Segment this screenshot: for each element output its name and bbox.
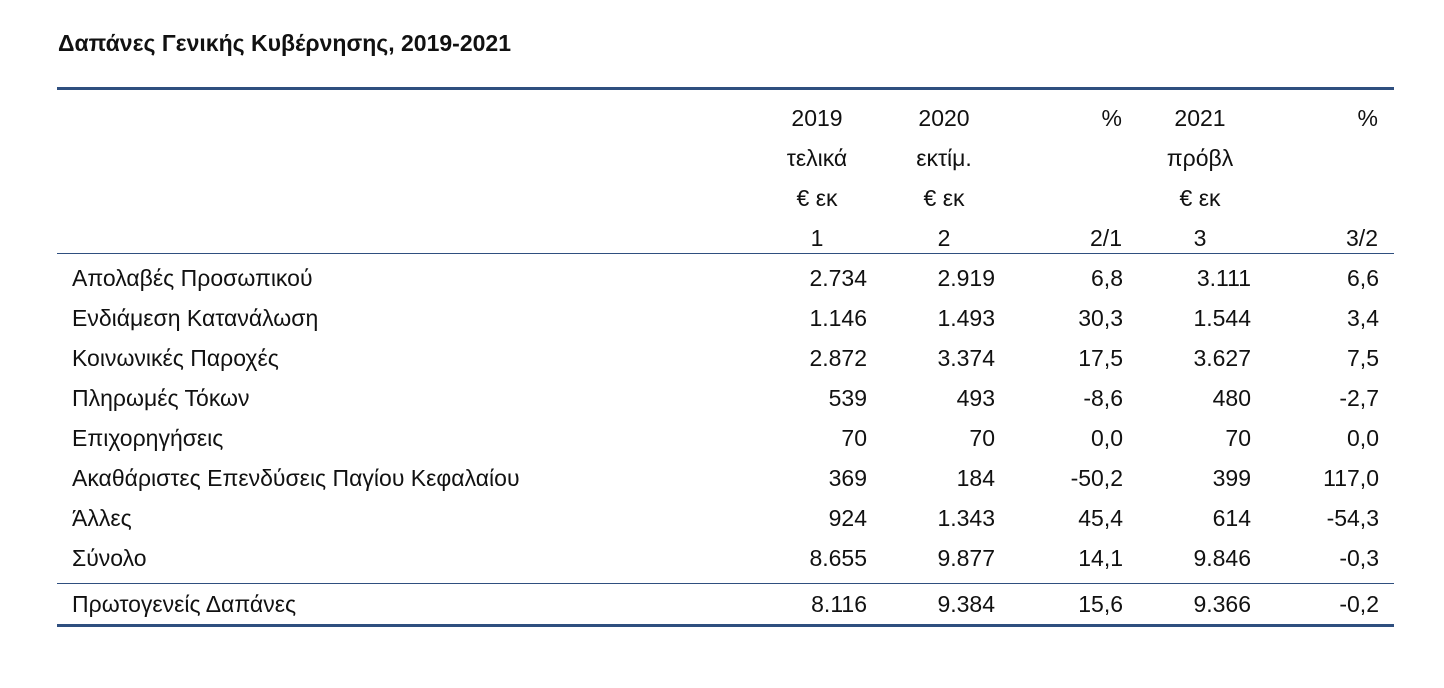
table-top-rule <box>57 87 1394 90</box>
cell-pct-3-2: -2,7 <box>1339 385 1379 411</box>
table-row: Κοινωνικές Παροχές 2.872 3.374 17,5 3.62… <box>57 338 1394 378</box>
header-blank <box>1298 178 1378 218</box>
header-status: τελικά <box>786 145 848 171</box>
cell-pct-3-2: -0,2 <box>1339 591 1379 617</box>
cell-2019: 8.116 <box>811 591 867 617</box>
table-row: Επιχορηγήσεις 70 70 0,0 70 0,0 <box>57 418 1394 458</box>
cell-pct-3-2: 6,6 <box>1347 265 1379 291</box>
cell-2019: 2.872 <box>809 345 867 371</box>
table-row: Πληρωμές Τόκων 539 493 -8,6 480 -2,7 <box>57 378 1394 418</box>
cell-pct-2-1: 15,6 <box>1078 591 1123 617</box>
cell-pct-2-1: -8,6 <box>1083 385 1123 411</box>
header-index: 2 <box>937 225 951 251</box>
header-blank <box>1042 178 1122 218</box>
header-year: 2019 <box>791 105 843 131</box>
cell-2020: 493 <box>956 385 995 411</box>
cell-2019: 539 <box>828 385 867 411</box>
cell-2019: 1.146 <box>809 305 867 331</box>
cell-pct-2-1: -50,2 <box>1070 465 1123 491</box>
cell-pct-3-2: 0,0 <box>1347 425 1379 451</box>
cell-2020: 9.877 <box>937 545 995 571</box>
cell-2020: 1.493 <box>937 305 995 331</box>
cell-2020: 3.374 <box>937 345 995 371</box>
cell-2021: 1.544 <box>1193 305 1251 331</box>
table-row-primary: Πρωτογενείς Δαπάνες 8.116 9.384 15,6 9.3… <box>57 584 1394 624</box>
cell-pct-2-1: 6,8 <box>1091 265 1123 291</box>
header-blank <box>1042 138 1122 178</box>
cell-2019: 369 <box>828 465 867 491</box>
cell-2021: 399 <box>1212 465 1251 491</box>
table-row: Ακαθάριστες Επενδύσεις Παγίου Κεφαλαίου … <box>57 458 1394 498</box>
header-status: εκτίμ. <box>916 145 972 171</box>
cell-pct-2-1: 17,5 <box>1078 345 1123 371</box>
header-col-2021: 2021 πρόβλ € εκ 3 <box>1160 98 1240 258</box>
header-col-2019: 2019 τελικά € εκ 1 <box>777 98 857 258</box>
row-label: Σύνολο <box>72 545 147 571</box>
cell-pct-2-1: 14,1 <box>1078 545 1123 571</box>
row-label: Άλλες <box>72 505 132 531</box>
header-unit: € εκ <box>1179 185 1221 211</box>
cell-pct-3-2: 3,4 <box>1347 305 1379 331</box>
cell-pct-3-2: 7,5 <box>1347 345 1379 371</box>
header-percent: % <box>1101 105 1122 131</box>
table-header: 2019 τελικά € εκ 1 2020 εκτίμ. € εκ 2 % … <box>57 90 1394 253</box>
table-row: Ενδιάμεση Κατανάλωση 1.146 1.493 30,3 1.… <box>57 298 1394 338</box>
row-label: Ακαθάριστες Επενδύσεις Παγίου Κεφαλαίου <box>72 465 520 491</box>
header-percent: % <box>1357 105 1378 131</box>
table-body: Απολαβές Προσωπικού 2.734 2.919 6,8 3.11… <box>57 254 1394 583</box>
header-unit: € εκ <box>796 185 838 211</box>
header-unit: € εκ <box>923 185 965 211</box>
cell-pct-3-2: -54,3 <box>1326 505 1379 531</box>
total-rule <box>57 583 1394 584</box>
header-index: 3 <box>1193 225 1207 251</box>
cell-2020: 70 <box>969 425 995 451</box>
cell-2020: 2.919 <box>937 265 995 291</box>
cell-2021: 9.846 <box>1193 545 1251 571</box>
expenditure-table: 2019 τελικά € εκ 1 2020 εκτίμ. € εκ 2 % … <box>57 87 1394 627</box>
cell-2021: 614 <box>1212 505 1251 531</box>
row-label: Πληρωμές Τόκων <box>72 385 250 411</box>
header-year: 2020 <box>918 105 970 131</box>
cell-2020: 9.384 <box>937 591 995 617</box>
cell-pct-3-2: -0,3 <box>1339 545 1379 571</box>
table-row: Απολαβές Προσωπικού 2.734 2.919 6,8 3.11… <box>57 258 1394 298</box>
table-row-total: Σύνολο 8.655 9.877 14,1 9.846 -0,3 <box>57 538 1394 578</box>
cell-2020: 184 <box>956 465 995 491</box>
cell-2020: 1.343 <box>937 505 995 531</box>
header-rule <box>57 253 1394 254</box>
cell-2021: 70 <box>1225 425 1251 451</box>
cell-2021: 3.627 <box>1193 345 1251 371</box>
header-col-pct-2-1: % 2/1 <box>1042 98 1122 258</box>
table-bottom-rule <box>57 624 1394 627</box>
cell-2021: 9.366 <box>1193 591 1251 617</box>
row-label: Κοινωνικές Παροχές <box>72 345 279 371</box>
row-label: Επιχορηγήσεις <box>72 425 224 451</box>
header-ratio: 2/1 <box>1090 225 1122 251</box>
cell-2021: 480 <box>1212 385 1251 411</box>
cell-pct-3-2: 117,0 <box>1323 465 1379 491</box>
cell-pct-2-1: 0,0 <box>1091 425 1123 451</box>
header-status: πρόβλ <box>1166 145 1234 171</box>
header-year: 2021 <box>1174 105 1226 131</box>
cell-2019: 924 <box>828 505 867 531</box>
header-col-2020: 2020 εκτίμ. € εκ 2 <box>904 98 984 258</box>
header-index: 1 <box>810 225 824 251</box>
cell-2019: 8.655 <box>809 545 867 571</box>
header-col-pct-3-2: % 3/2 <box>1298 98 1378 258</box>
table-row: Άλλες 924 1.343 45,4 614 -54,3 <box>57 498 1394 538</box>
header-blank <box>1298 138 1378 178</box>
cell-2019: 70 <box>841 425 867 451</box>
cell-2019: 2.734 <box>809 265 867 291</box>
cell-2021: 3.111 <box>1196 265 1251 291</box>
cell-pct-2-1: 45,4 <box>1078 505 1123 531</box>
header-ratio: 3/2 <box>1346 225 1378 251</box>
row-label: Ενδιάμεση Κατανάλωση <box>72 305 319 331</box>
cell-pct-2-1: 30,3 <box>1078 305 1123 331</box>
row-label: Απολαβές Προσωπικού <box>72 265 313 291</box>
row-label: Πρωτογενείς Δαπάνες <box>72 591 297 617</box>
page-title: Δαπάνες Γενικής Κυβέρνησης, 2019-2021 <box>58 30 511 56</box>
